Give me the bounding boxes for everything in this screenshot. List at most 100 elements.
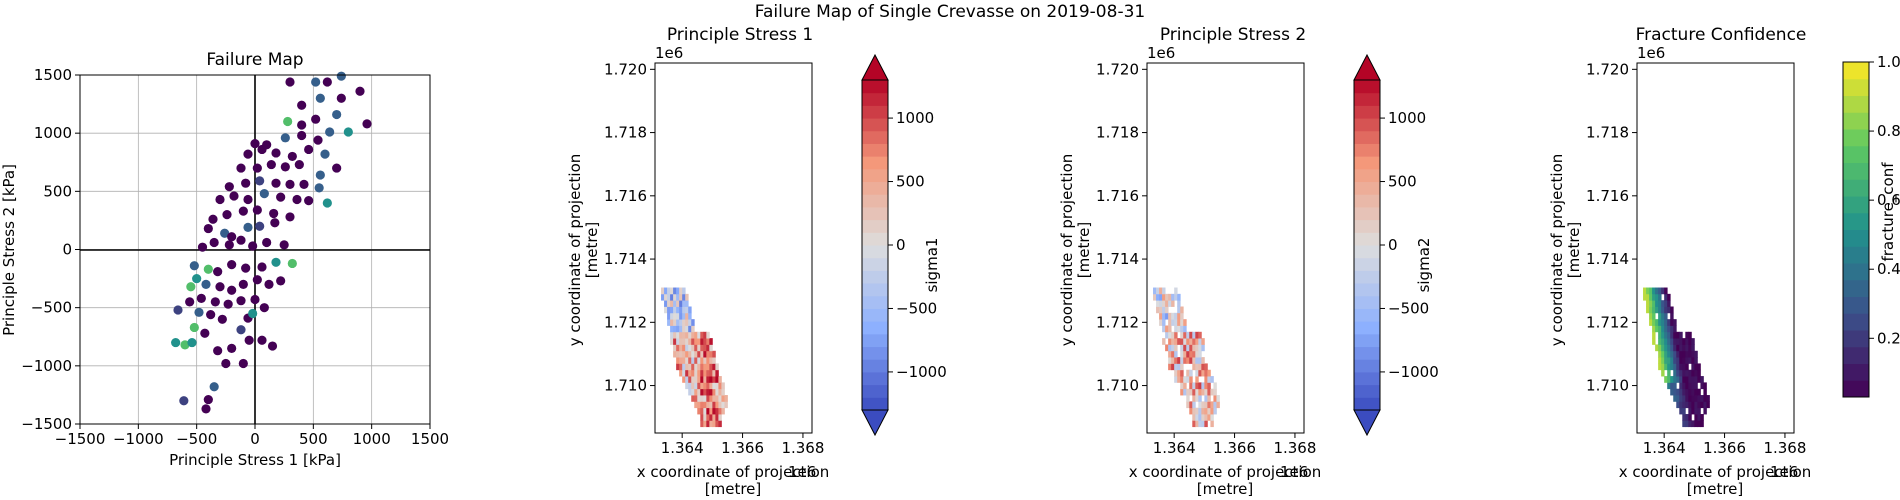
ps2-colorbar-tick-label: −500: [1388, 299, 1429, 317]
ps2-heatmap-cell: [1204, 401, 1208, 409]
fc-heatmap-cell: [1667, 293, 1671, 301]
ps1-heatmap-cell: [721, 382, 725, 390]
ps1-colorbar-step: [862, 270, 888, 284]
ps2-colorbar-tick-label: 500: [1388, 173, 1417, 191]
ps1-heatmap-cell: [697, 407, 701, 415]
failure-map-point: [264, 279, 274, 289]
ps2-heatmap-cell: [1195, 350, 1199, 358]
ps2-ytick-label: 1.720: [1096, 60, 1139, 78]
ps1-colorbar-step: [862, 321, 888, 335]
ps2-heatmap-cell: [1180, 363, 1184, 371]
ps2-heatmap-cell: [1156, 300, 1160, 307]
ps1-heatmap-cell: [676, 357, 680, 364]
fc-heatmap-cell: [1670, 306, 1674, 314]
ps2-heatmap-cell: [1171, 319, 1175, 326]
failure-map-point: [187, 337, 197, 348]
failure-map-point: [304, 144, 314, 155]
failure-map-point: [248, 241, 258, 251]
ps2-heatmap-cell: [1171, 331, 1175, 339]
fc-heatmap-cell: [1691, 363, 1695, 371]
ps2-heatmap-cell: [1168, 363, 1172, 371]
ps1-heatmap-cell: [709, 338, 713, 345]
fc-heatmap-cell: [1664, 306, 1668, 314]
ps2-heatmap-cell: [1180, 312, 1184, 320]
ps1-heatmap-cell: [688, 331, 692, 339]
fc-heatmap-cell: [1697, 388, 1701, 396]
ps2-heatmap-cell: [1168, 357, 1172, 364]
fc-heatmap-cell: [1694, 395, 1698, 402]
ps2-heatmap-cell: [1171, 344, 1175, 352]
ps2-heatmap-cell: [1198, 388, 1202, 396]
fc-heatmap-cell: [1694, 420, 1698, 428]
failure-map-point: [250, 294, 260, 305]
fc-heatmap-cell: [1673, 350, 1677, 358]
ps1-heatmap-cell: [721, 407, 725, 415]
ps2-heatmap-cell: [1156, 293, 1160, 301]
ps1-heatmap-cell: [673, 350, 677, 358]
ps1-heatmap-cell: [694, 350, 698, 358]
failure-map-point: [315, 93, 325, 103]
ps2-heatmap-cell: [1213, 395, 1217, 402]
ps2-colorbar-step: [1354, 371, 1380, 386]
ps2-heatmap-cell: [1168, 312, 1172, 320]
fc-heatmap-cell: [1658, 357, 1662, 364]
fc-heatmap-cell: [1685, 357, 1689, 364]
ps1-heatmap-cell: [670, 312, 674, 320]
failure-map-point: [292, 194, 302, 205]
ps2-heatmap-cell: [1180, 338, 1184, 345]
fc-colorbar-step: [1843, 296, 1869, 314]
ps1-heatmap-cell: [709, 369, 713, 377]
failure-map-point: [313, 135, 323, 145]
ps1-heatmap-cell: [706, 376, 710, 383]
fc-heatmap-cell: [1670, 344, 1674, 352]
ps1-colorbar-extend-min: [861, 409, 889, 437]
ps2-colorbar-step: [1354, 270, 1380, 284]
ps1-colorbar-step: [862, 181, 888, 195]
ps2-heatmap-cell: [1186, 369, 1190, 377]
ps1-heatmap-cell: [712, 401, 716, 409]
ps1-heatmap-cell: [691, 382, 695, 390]
failure-map-point: [221, 358, 231, 369]
ps2-heatmap-cell: [1210, 407, 1214, 415]
ps1-heatmap-cell: [703, 401, 707, 409]
fc-heatmap-cell: [1679, 401, 1683, 409]
failure-map-point: [311, 114, 321, 124]
failure-map-point: [222, 210, 232, 220]
ps2-ytick-label: 1.710: [1096, 377, 1139, 395]
ps1-heatmap-cell: [724, 395, 728, 402]
fc-heatmap-cell: [1658, 350, 1662, 358]
ps1-heatmap-cell: [676, 363, 680, 371]
principle-stress-1-panel: Principle Stress 1 1e6 1.364 1.366 1.3681.…: [566, 25, 947, 498]
failure-map-point: [266, 159, 276, 170]
ps1-heatmap-cell: [691, 357, 695, 364]
ps2-heatmap-cell: [1177, 319, 1181, 326]
fc-heatmap-cell: [1703, 382, 1707, 390]
ps1-heatmap-cell: [709, 407, 713, 415]
ps2-heatmap-cell: [1210, 376, 1214, 383]
ps1-heatmap-cell: [700, 420, 704, 428]
ps1-heatmap-cell: [709, 401, 713, 409]
ps1-heatmap-cell: [700, 401, 704, 409]
ps2-heatmap-cell: [1201, 357, 1205, 364]
ps1-ytick-label: 1.720: [604, 60, 647, 78]
ps1-heatmap-cell: [688, 344, 692, 352]
ps2-heatmap-cell: [1174, 350, 1178, 358]
fc-heatmap-cell: [1676, 376, 1680, 383]
ps2-heatmap-cell: [1183, 382, 1187, 390]
ps2-heatmap-cell: [1162, 293, 1166, 301]
fc-heatmap-cell: [1658, 325, 1662, 333]
ps1-ticks: 1.364 1.366 1.368 1.720 1.718 1.716 1.714 1.712…: [604, 60, 824, 457]
fc-heatmap-cell: [1667, 350, 1671, 358]
fc-heatmap-cell: [1679, 344, 1683, 352]
failure-map-point: [203, 223, 213, 234]
ps1-colorbar-step: [862, 359, 888, 373]
ps1-heatmap-cell: [673, 331, 677, 339]
ps1-colorbar: 1000 500 0 −500 −1000: [861, 53, 947, 437]
fc-heatmap-cell: [1685, 382, 1689, 390]
ps1-heatmap-cell: [712, 388, 716, 396]
ps1-heatmap-cell: [709, 420, 713, 428]
fc-heatmap-cell: [1679, 376, 1683, 383]
fc-heatmap-cell: [1646, 293, 1650, 301]
ps2-heatmap-cell: [1210, 420, 1214, 428]
failure-map-point: [255, 176, 265, 186]
